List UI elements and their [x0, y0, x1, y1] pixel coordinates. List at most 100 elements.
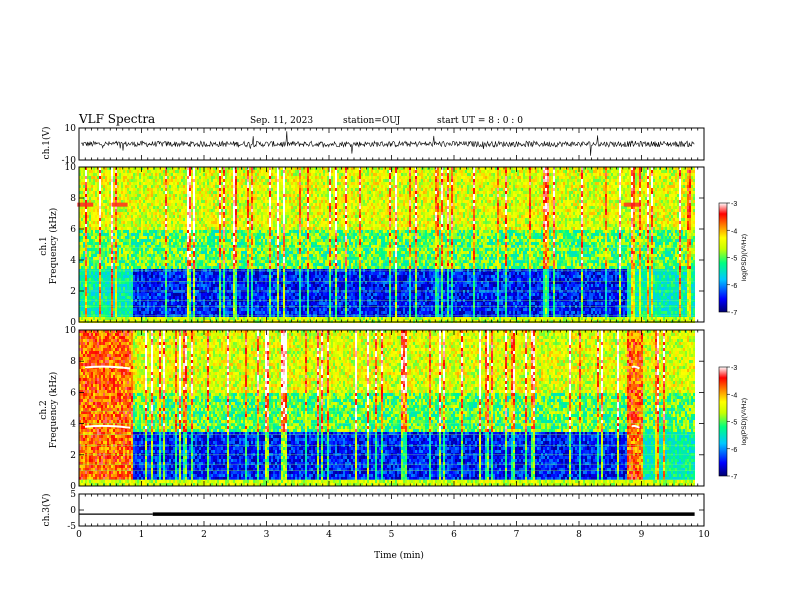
spectrogram-cell — [219, 218, 221, 221]
spectrogram-cell — [105, 281, 107, 284]
spectrogram-cell — [117, 191, 119, 194]
spectrogram-cell — [143, 179, 145, 182]
spectrogram-cell — [181, 254, 183, 257]
spectrogram-cell — [129, 290, 131, 293]
spectrogram-cell — [189, 233, 191, 236]
spectrogram-cell — [171, 185, 173, 188]
spectrogram-cell — [249, 248, 251, 251]
spectrogram-cell — [191, 167, 193, 170]
spectrogram-cell — [169, 236, 171, 239]
spectrogram-cell — [101, 167, 103, 170]
spectrogram-cell — [219, 266, 221, 269]
spectrogram-cell — [255, 197, 257, 200]
spectrogram-cell — [87, 317, 89, 320]
spectrogram-cell — [243, 248, 245, 251]
spectrogram-cell — [129, 245, 131, 248]
spectrogram-cell — [239, 173, 241, 176]
spectrogram-cell — [249, 197, 251, 200]
spectrogram-cell — [205, 218, 207, 221]
spectrogram-cell — [183, 182, 185, 185]
spectrogram-cell — [111, 230, 113, 233]
spectrogram-cell — [253, 284, 255, 287]
spectrogram-cell — [225, 191, 227, 194]
spectrogram-cell — [93, 281, 95, 284]
spectrogram-cell — [119, 296, 121, 299]
spectrogram-cell — [211, 272, 213, 275]
spectrogram-cell — [211, 170, 213, 173]
spectrogram-cell — [189, 308, 191, 311]
spectrogram-cell — [93, 206, 95, 209]
spectrogram-cell — [207, 233, 209, 236]
spectrogram-cell — [177, 257, 179, 260]
spectrogram-cell — [261, 308, 263, 311]
spectrogram-cell — [159, 206, 161, 209]
spectrogram-cell — [247, 275, 249, 278]
spectrogram-cell — [103, 269, 105, 272]
spectrogram-cell — [141, 194, 143, 197]
spectrogram-cell — [241, 227, 243, 230]
spectrogram-cell — [145, 236, 147, 239]
spectrogram-cell — [257, 281, 259, 284]
spectrogram-cell — [189, 314, 191, 317]
spectrogram-cell — [247, 182, 249, 185]
spectrogram-cell — [255, 275, 257, 278]
spectrogram-cell — [205, 185, 207, 188]
spectrogram-cell — [109, 245, 111, 248]
spectrogram-cell — [161, 215, 163, 218]
spectrogram-cell — [149, 257, 151, 260]
spectrogram-cell — [187, 245, 189, 248]
spectrogram-cell — [217, 179, 219, 182]
spectrogram-cell — [143, 206, 145, 209]
spectrogram-cell — [183, 242, 185, 245]
spectrogram-cell — [189, 221, 191, 224]
spectrogram-cell — [103, 284, 105, 287]
spectrogram-cell — [179, 185, 181, 188]
spectrogram-cell — [155, 230, 157, 233]
spectrogram-cell — [197, 290, 199, 293]
spectrogram-cell — [205, 227, 207, 230]
spectrogram-cell — [211, 227, 213, 230]
spectrogram-cell — [233, 281, 235, 284]
spectrogram-cell — [209, 290, 211, 293]
spectrogram-cell — [215, 284, 217, 287]
spectrogram-cell — [187, 191, 189, 194]
spectrogram-cell — [253, 227, 255, 230]
spectrogram-cell — [95, 209, 97, 212]
spectrogram-cell — [93, 245, 95, 248]
spectrogram-cell — [201, 266, 203, 269]
spectrogram-cell — [231, 290, 233, 293]
spectrogram-cell — [101, 185, 103, 188]
spectrogram-cell — [249, 236, 251, 239]
spectrogram-cell — [189, 218, 191, 221]
spectrogram-cell — [123, 263, 125, 266]
spectrogram-cell — [99, 242, 101, 245]
spectrogram-cell — [181, 230, 183, 233]
spectrogram-cell — [251, 278, 253, 281]
spectrogram-cell — [241, 260, 243, 263]
spectrogram-cell — [165, 215, 167, 218]
spectrogram-cell — [215, 182, 217, 185]
spectrogram-cell — [245, 224, 247, 227]
spectrogram-cell — [139, 242, 141, 245]
spectrogram-cell — [189, 245, 191, 248]
spectrogram-cell — [233, 203, 235, 206]
spectrogram-cell — [129, 191, 131, 194]
spectrogram-cell — [169, 212, 171, 215]
spectrogram-cell — [91, 317, 93, 320]
spectrogram-cell — [167, 281, 169, 284]
spectrogram-cell — [149, 224, 151, 227]
spectrogram-cell — [243, 266, 245, 269]
spectrogram-cell — [95, 215, 97, 218]
spectrogram-cell — [133, 269, 135, 272]
spectrogram-cell — [97, 182, 99, 185]
spectrogram-cell — [149, 221, 151, 224]
spectrogram-cell — [181, 203, 183, 206]
spectrogram-cell — [119, 236, 121, 239]
spectrogram-cell — [239, 200, 241, 203]
spectrogram-cell — [211, 269, 213, 272]
spectrogram-cell — [105, 260, 107, 263]
spectrogram-cell — [131, 245, 133, 248]
spectrogram-cell — [161, 173, 163, 176]
spectrogram-cell — [147, 233, 149, 236]
spectrogram-cell — [141, 185, 143, 188]
